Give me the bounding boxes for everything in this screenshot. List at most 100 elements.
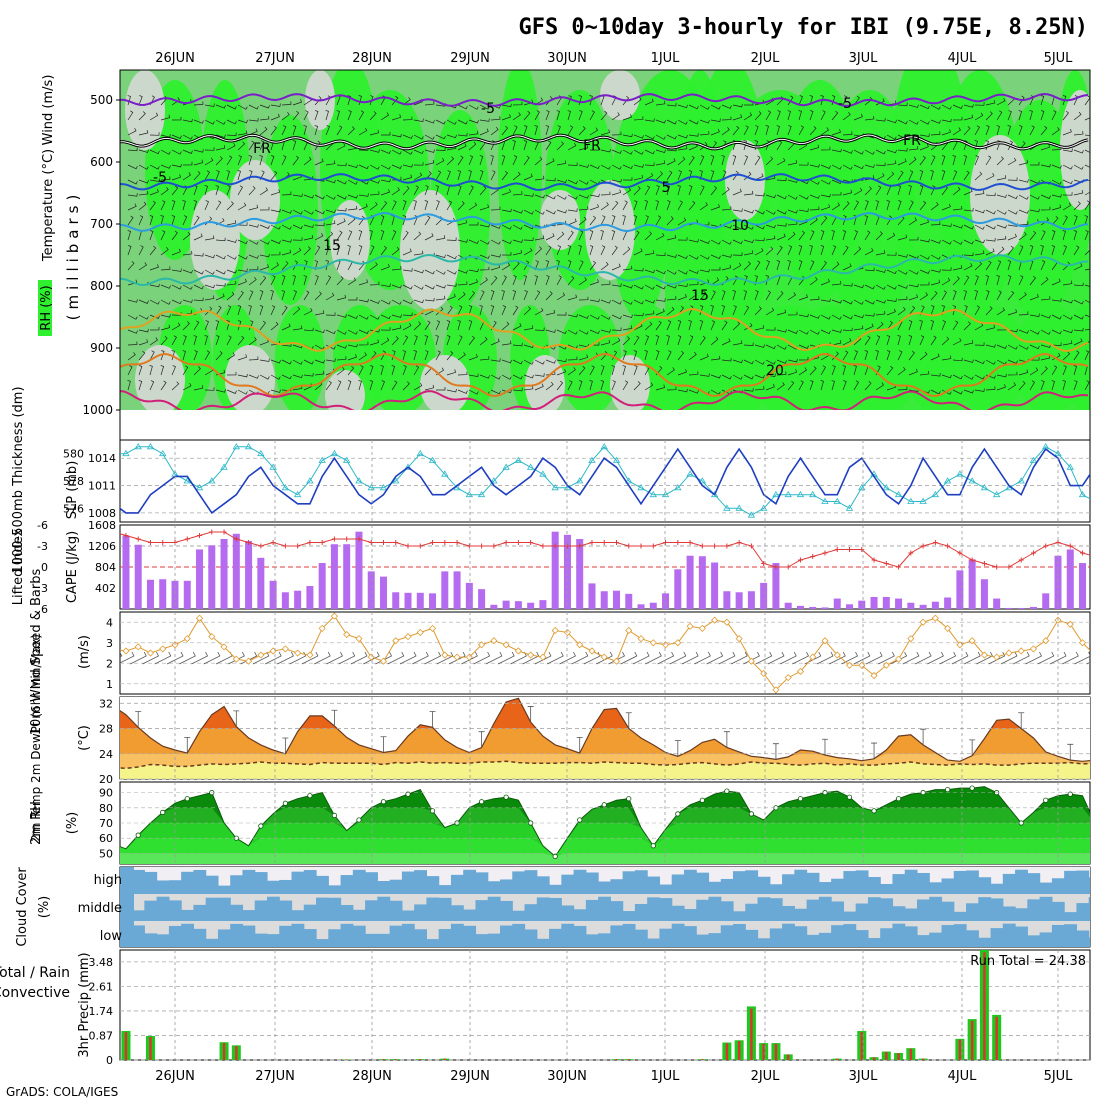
- wind-barb: [545, 291, 553, 301]
- lifted-index-point: [417, 543, 423, 549]
- wind-barb: [545, 158, 555, 166]
- wind-barb-10m: [780, 651, 797, 665]
- wind-barb: [886, 252, 897, 256]
- wind-barb: [281, 101, 292, 106]
- cloud-bar: [634, 903, 648, 921]
- wind-barb: [215, 156, 223, 166]
- wind-barb: [820, 278, 830, 286]
- wind10m-point: [919, 618, 927, 626]
- wind-barb: [479, 239, 490, 245]
- cloud-bar: [916, 935, 930, 947]
- wind-barb: [226, 335, 232, 346]
- wind-barb: [754, 306, 762, 316]
- wind-barb: [193, 233, 203, 241]
- wind-barb: [820, 230, 825, 241]
- wind-barb: [765, 194, 776, 199]
- rh-point: [846, 794, 853, 800]
- wind-barb: [974, 275, 979, 286]
- pressure-tick-label: 600: [90, 155, 113, 169]
- wind-barb: [578, 126, 586, 136]
- wind-barb: [391, 380, 398, 391]
- wind-barb: [347, 95, 351, 106]
- wind-barb: [435, 306, 444, 316]
- cape-bar: [674, 569, 682, 609]
- wind-barb: [1073, 299, 1084, 305]
- wind-barb-10m: [473, 651, 491, 665]
- cape-bar: [171, 580, 179, 609]
- lifted-index-point: [871, 557, 877, 563]
- wind-barb: [963, 359, 974, 363]
- wind10m-point: [428, 624, 437, 632]
- wind-barb: [853, 325, 864, 331]
- wind-barb: [468, 185, 474, 196]
- wind-barb: [413, 231, 422, 241]
- wind-barb: [941, 129, 951, 136]
- rh-high-region: [364, 305, 436, 410]
- wind10m-point: [993, 653, 1001, 661]
- wind-barb: [424, 297, 435, 302]
- precip-convective-bar: [860, 1032, 863, 1060]
- wind-barb: [446, 335, 451, 346]
- wind-barb: [886, 232, 896, 241]
- wind-barb: [666, 284, 677, 289]
- wind-barb: [974, 112, 984, 121]
- wind-barb: [963, 321, 971, 331]
- cloud-bar: [610, 925, 624, 947]
- wind-barb: [732, 305, 737, 316]
- wind-barb: [512, 171, 521, 181]
- wind-barb: [941, 355, 952, 361]
- wind-barb: [501, 239, 512, 245]
- wind-barb: [875, 284, 886, 290]
- wind-barb: [457, 352, 466, 361]
- rh-legend-swatch: [38, 280, 52, 336]
- wind-barb: [160, 134, 171, 138]
- wind-barb: [435, 134, 446, 140]
- wind-barb: [578, 277, 587, 286]
- wind-barb: [1029, 380, 1035, 391]
- wind-barb: [985, 209, 996, 215]
- wind-barb: [424, 350, 429, 361]
- wind-barb: [655, 119, 666, 124]
- wind-barb: [237, 130, 248, 136]
- cloud-bar: [573, 909, 587, 921]
- wind-barb: [358, 230, 363, 241]
- wind-barb: [831, 202, 840, 211]
- wind-barb: [358, 352, 367, 361]
- wind10m-point: [404, 633, 412, 641]
- cloud-bar: [487, 896, 501, 921]
- cloud-bar: [1027, 935, 1041, 947]
- wind-barb: [193, 101, 204, 106]
- wind-barb-10m: [142, 651, 160, 665]
- wind-barb: [127, 203, 137, 211]
- wind-barb: [578, 314, 589, 319]
- cloud-bar: [217, 897, 231, 921]
- rh-point: [601, 802, 607, 808]
- cape-bar: [392, 592, 400, 609]
- wind-barb: [1084, 246, 1090, 256]
- wind-barb: [534, 175, 545, 181]
- wind-barb: [1073, 245, 1080, 256]
- wind-barb: [127, 365, 133, 376]
- wind-barb: [534, 235, 545, 241]
- wind10m-point: [379, 657, 388, 665]
- wind-barb: [754, 173, 764, 181]
- wind10m-point: [159, 645, 167, 653]
- wind-barb: [479, 356, 490, 361]
- wind-barb: [336, 380, 342, 391]
- thickness-point: [220, 463, 228, 470]
- rh-tick-label: 50: [99, 847, 113, 860]
- wind-barb: [567, 208, 578, 212]
- wind-barb: [138, 95, 143, 106]
- wind-barb: [149, 350, 155, 361]
- wind-barb: [1018, 311, 1029, 316]
- wind-barb: [545, 381, 554, 391]
- wind-barb: [655, 350, 660, 361]
- wind-barb: [908, 350, 915, 361]
- wind-barb: [413, 269, 424, 274]
- wind-barb: [127, 164, 138, 170]
- contour-label: 15: [691, 288, 709, 304]
- wind-barb: [996, 246, 1005, 256]
- wind-barb: [985, 111, 993, 121]
- wind-barb: [1018, 231, 1027, 241]
- wind-barb: [1007, 260, 1012, 271]
